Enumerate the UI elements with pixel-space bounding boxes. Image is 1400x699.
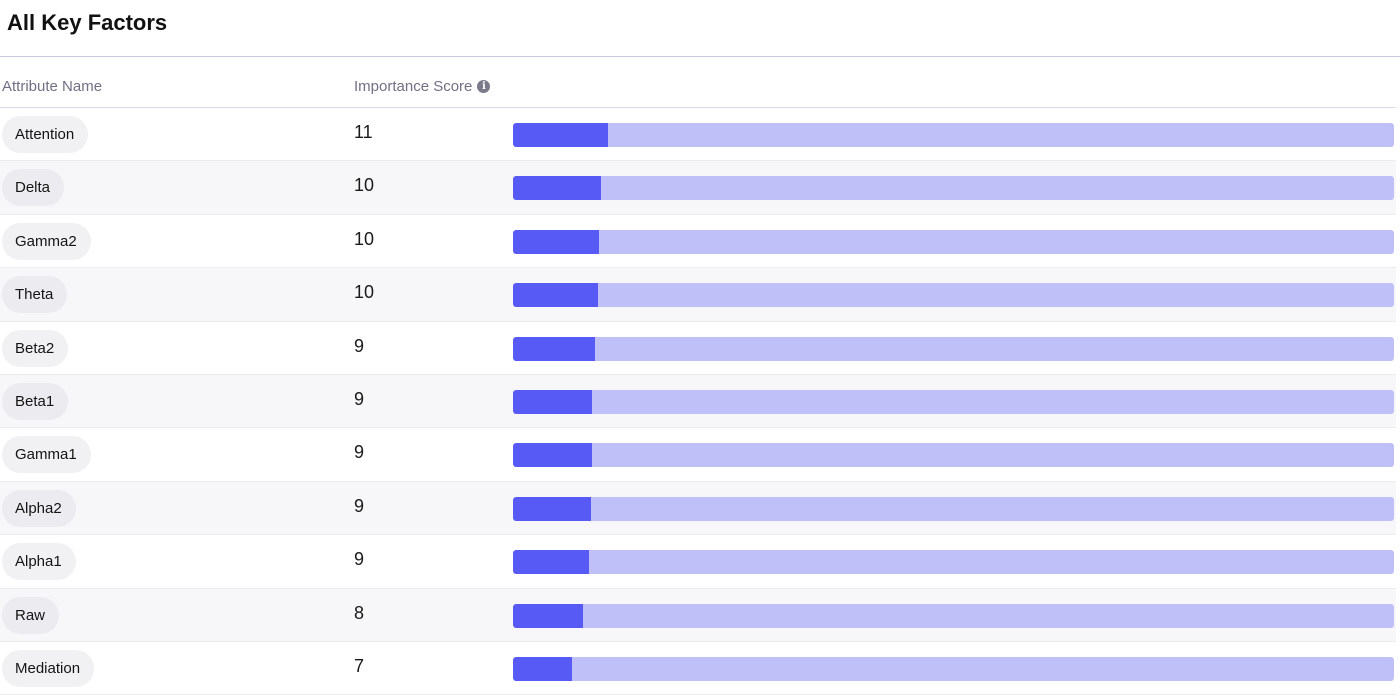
importance-bar-track — [513, 443, 1394, 468]
importance-bar-fill — [513, 603, 583, 628]
importance-bar-fill — [513, 176, 602, 201]
attribute-name-pill: Gamma1 — [2, 436, 91, 474]
attribute-name-pill: Alpha1 — [2, 543, 76, 581]
attribute-name-pill: Attention — [2, 116, 89, 153]
table-header: Attribute Name Importance Score i — [0, 66, 1396, 108]
table-row[interactable]: Alpha2 9 — [0, 481, 1396, 536]
table-row[interactable]: Gamma2 10 — [0, 215, 1396, 269]
attribute-name-pill: Mediation — [2, 649, 95, 687]
attribute-name-pill: Theta — [2, 276, 68, 314]
importance-bar-track — [513, 336, 1394, 361]
table-body: Attention 11 Delta 10 Gamma2 10 Theta 10 Beta2 9 B… — [0, 108, 1396, 696]
importance-bar-track — [513, 496, 1394, 521]
attribute-name-pill: Gamma2 — [2, 222, 91, 260]
importance-bar-track — [513, 176, 1394, 201]
table-row[interactable]: Beta2 9 — [0, 322, 1396, 375]
importance-bar-fill — [513, 496, 591, 521]
importance-score-value: 11 — [354, 122, 373, 142]
importance-bar-track — [513, 389, 1394, 414]
attribute-name-pill: Beta2 — [2, 329, 69, 367]
importance-bar-fill — [513, 123, 609, 147]
importance-score-value: 10 — [354, 282, 375, 303]
table-row[interactable]: Mediation 7 — [0, 642, 1396, 696]
importance-bar-track — [513, 123, 1394, 147]
page-title: All Key Factors — [7, 10, 168, 35]
importance-score-value: 8 — [354, 602, 365, 623]
table-row[interactable]: Beta1 9 — [0, 374, 1396, 429]
importance-bar-fill — [513, 283, 599, 308]
importance-bar-fill — [513, 336, 595, 361]
table-row[interactable]: Raw 8 — [0, 588, 1396, 642]
table-row[interactable]: Alpha1 9 — [0, 535, 1396, 589]
importance-score-value: 10 — [354, 175, 375, 196]
importance-score-value: 9 — [354, 388, 365, 409]
importance-bar-track — [513, 656, 1394, 681]
attribute-name-pill: Delta — [2, 169, 65, 207]
info-icon[interactable]: i — [477, 80, 491, 93]
table-row[interactable]: Delta 10 — [0, 161, 1396, 215]
importance-score-value: 10 — [354, 228, 375, 249]
importance-score-value: 7 — [354, 655, 365, 676]
attribute-name-pill: Alpha2 — [2, 489, 76, 527]
table-row[interactable]: Attention 11 — [0, 108, 1396, 162]
attribute-name-pill: Raw — [2, 596, 60, 634]
importance-bar-fill — [513, 656, 573, 681]
title-divider — [0, 56, 1400, 57]
importance-score-value: 9 — [354, 442, 365, 463]
importance-bar-track — [513, 283, 1394, 308]
attribute-name-header[interactable]: Attribute Name — [2, 78, 103, 95]
importance-bar-track — [513, 550, 1394, 575]
attribute-name-pill: Beta1 — [2, 382, 69, 420]
table-row[interactable]: Gamma1 9 — [0, 428, 1396, 482]
importance-bar-fill — [513, 229, 600, 254]
importance-score-header[interactable]: Importance Score i — [354, 78, 491, 95]
table-row[interactable]: Theta 10 — [0, 268, 1396, 322]
importance-score-value: 9 — [354, 549, 365, 570]
importance-bar-track — [513, 229, 1394, 254]
importance-bar-fill — [513, 443, 593, 468]
importance-score-value: 9 — [354, 335, 365, 356]
importance-bar-track — [513, 603, 1394, 628]
importance-bar-fill — [513, 550, 589, 575]
importance-score-value: 9 — [354, 495, 365, 516]
key-factors-table: Attribute Name Importance Score i Attent… — [0, 66, 1396, 696]
importance-bar-fill — [513, 389, 593, 414]
importance-score-header-label: Importance Score — [354, 78, 473, 95]
